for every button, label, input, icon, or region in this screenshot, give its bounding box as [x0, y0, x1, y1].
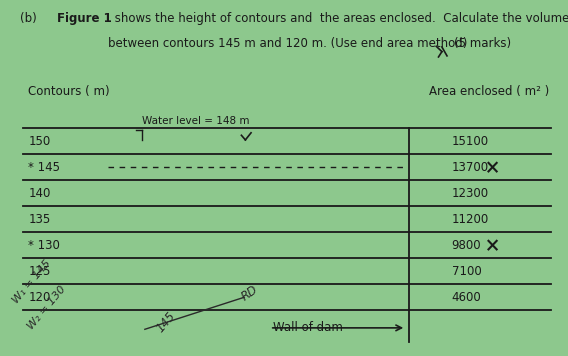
Text: * 130: * 130: [28, 239, 60, 252]
Text: 15100: 15100: [452, 135, 488, 148]
Text: 140: 140: [28, 187, 51, 200]
Text: 4600: 4600: [452, 290, 481, 304]
Text: Figure 1: Figure 1: [57, 12, 111, 26]
Text: Area enclosed ( m² ): Area enclosed ( m² ): [429, 85, 549, 99]
Text: 12300: 12300: [452, 187, 488, 200]
Text: 13700: 13700: [452, 161, 488, 174]
Text: 150: 150: [28, 135, 51, 148]
Text: Water level = 148 m: Water level = 148 m: [142, 116, 249, 126]
Text: (5 marks): (5 marks): [454, 37, 512, 51]
Text: 7100: 7100: [452, 265, 481, 278]
Text: RD: RD: [239, 283, 260, 304]
Text: Wall of dam: Wall of dam: [273, 321, 343, 334]
Text: * 145: * 145: [28, 161, 60, 174]
Text: W₁ = 145: W₁ = 145: [11, 258, 53, 305]
Text: between contours 145 m and 120 m. (Use end area method): between contours 145 m and 120 m. (Use e…: [108, 37, 467, 51]
Text: Contours ( m): Contours ( m): [28, 85, 110, 99]
Text: 9800: 9800: [452, 239, 481, 252]
Text: 135: 135: [28, 213, 51, 226]
Text: 11200: 11200: [452, 213, 489, 226]
Text: 120: 120: [28, 290, 51, 304]
Text: (b): (b): [20, 12, 36, 26]
Text: shows the height of contours and  the areas enclosed.  Calculate the volume: shows the height of contours and the are…: [111, 12, 568, 26]
Text: W₂ = 130: W₂ = 130: [26, 284, 68, 331]
Text: 145: 145: [153, 309, 178, 335]
Text: 125: 125: [28, 265, 51, 278]
